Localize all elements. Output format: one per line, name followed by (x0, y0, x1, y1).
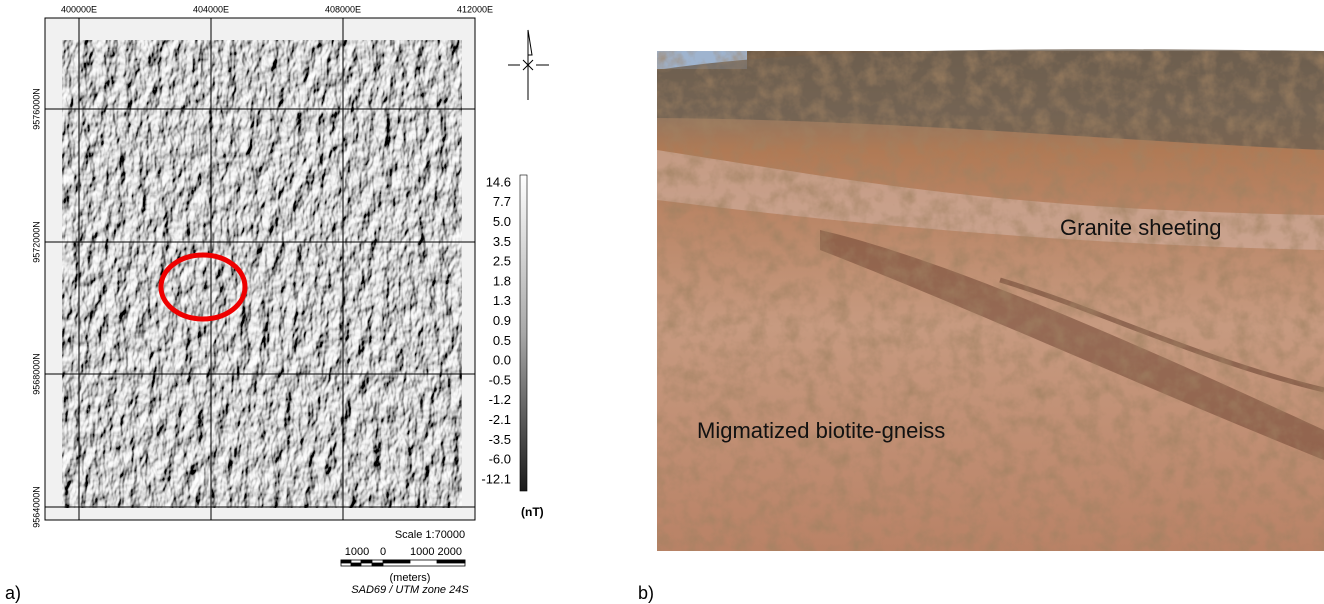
easting-label: 400000E (61, 4, 97, 14)
easting-label: 412000E (457, 4, 493, 14)
legend-label: -2.1 (489, 412, 511, 427)
annotation: Migmatized biotite-gneiss (697, 418, 945, 443)
legend-label: -0.5 (489, 372, 511, 387)
northing-label: 9576000N (31, 88, 41, 130)
scale-unit: (meters) (390, 572, 431, 584)
scale-label: 1000 (345, 546, 369, 558)
north-arrow (508, 30, 549, 100)
panel-label: a) (5, 583, 21, 603)
legend-label: 0.0 (493, 353, 511, 368)
legend-label: -3.5 (489, 432, 511, 447)
projection: SAD69 / UTM zone 24S (351, 584, 469, 596)
legend-label: 14.6 (486, 174, 511, 189)
scale-bar (341, 560, 465, 566)
easting-label: 404000E (193, 4, 229, 14)
legend-label: -6.0 (489, 452, 511, 467)
legend-label: 7.7 (493, 194, 511, 209)
magnetic-relief (62, 40, 462, 508)
panel-label: b) (638, 583, 654, 603)
easting-label: 408000E (325, 4, 361, 14)
legend-unit: (nT) (521, 505, 544, 519)
legend-label: 0.9 (493, 313, 511, 328)
figure: 400000E 404000E 408000E 412000E 9576000N 957… (0, 0, 1324, 604)
color-bar (520, 175, 527, 491)
legend-label: 1.8 (493, 273, 511, 288)
northing-label: 9568000N (31, 353, 41, 395)
legend-label: 5.0 (493, 214, 511, 229)
northing-label: 9564000N (31, 486, 41, 528)
annotation: Granite sheeting (1060, 215, 1221, 240)
legend-label: 3.5 (493, 234, 511, 249)
scale-label: 1000 2000 (410, 546, 462, 558)
legend-label: -12.1 (481, 471, 511, 486)
northing-label: 9572000N (31, 221, 41, 263)
legend-label: 0.5 (493, 333, 511, 348)
legend-label: 2.5 (493, 254, 511, 269)
legend-label: -1.2 (489, 392, 511, 407)
scale-label: 0 (380, 546, 386, 558)
outcrop-photo (657, 49, 1324, 551)
scale-title: Scale 1:70000 (395, 529, 465, 541)
legend-label: 1.3 (493, 293, 511, 308)
